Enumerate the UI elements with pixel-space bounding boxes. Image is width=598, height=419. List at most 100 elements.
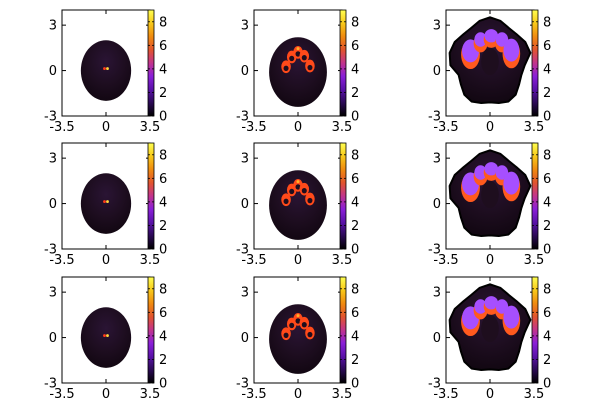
colorbar-tick-label: 8	[543, 282, 551, 297]
y-tick-label: -3	[44, 110, 57, 125]
x-tick-label: 0	[294, 387, 302, 402]
x-tick-label: 3.5	[332, 253, 353, 268]
front-lobe-cap	[484, 162, 499, 176]
core-spot	[296, 314, 300, 318]
colorbar-tick-label: 0	[159, 243, 167, 258]
colorbar-tick-label: 6	[159, 39, 167, 54]
front-lobe-core	[283, 332, 289, 339]
colorbar-tick-label: 0	[159, 377, 167, 392]
front-lobe-cap	[484, 296, 499, 310]
x-tick-label: -3.5	[49, 120, 74, 135]
x-tick-label: 0	[294, 120, 302, 135]
x-tick-label: -3.5	[433, 387, 458, 402]
core-spot	[103, 200, 106, 203]
front-lobe-core	[289, 188, 295, 195]
colorbar-tick-label: 4	[159, 329, 167, 344]
core-spot	[103, 334, 106, 337]
front-lobe-cap	[495, 32, 509, 47]
front-lobe-cap	[495, 299, 509, 314]
colorbar-tick-label: 4	[543, 329, 551, 344]
x-tick-label: 3.5	[140, 253, 161, 268]
colorbar-tick-label: 0	[543, 377, 551, 392]
x-tick-label: -3.5	[49, 253, 74, 268]
core-spot	[106, 334, 109, 337]
colorbar-tick-label: 8	[543, 15, 551, 30]
x-tick-label: -3.5	[433, 120, 458, 135]
colorbar-tick-label: 2	[159, 86, 167, 101]
colorbar-tick-label: 4	[159, 62, 167, 77]
x-tick-label: -3.5	[241, 253, 266, 268]
colorbar-tick-label: 2	[543, 86, 551, 101]
front-lobe-cap	[503, 38, 520, 62]
colorbar-tick-label: 8	[159, 282, 167, 297]
y-tick-label: -3	[236, 243, 249, 258]
y-tick-label: -3	[428, 377, 441, 392]
colorbar	[147, 9, 155, 117]
x-tick-label: -3.5	[49, 387, 74, 402]
colorbar	[147, 276, 155, 384]
colorbar-tick-label: 6	[351, 172, 359, 187]
front-lobe-core	[307, 331, 313, 338]
colorbar-tick-label: 8	[351, 15, 359, 30]
x-tick-label: 0	[486, 253, 494, 268]
y-tick-label: 3	[433, 286, 441, 301]
colorbar-tick-label: 6	[543, 172, 551, 187]
colorbar-tick-label: 0	[159, 110, 167, 125]
x-tick-label: 0	[294, 253, 302, 268]
y-tick-label: -3	[44, 243, 57, 258]
colorbar-tick-label: 4	[351, 195, 359, 210]
colorbar	[531, 142, 539, 250]
colorbar-tick-label: 2	[159, 219, 167, 234]
y-tick-label: 0	[49, 64, 57, 79]
y-tick-label: 3	[49, 286, 57, 301]
front-lobe-core	[289, 322, 295, 329]
front-lobe-cap	[474, 299, 487, 314]
x-tick-label: 0	[486, 387, 494, 402]
y-tick-label: 3	[241, 152, 249, 167]
colorbar-tick-label: 0	[351, 110, 359, 125]
x-tick-label: -3.5	[241, 387, 266, 402]
core-void	[481, 47, 499, 76]
x-tick-label: 3.5	[524, 387, 545, 402]
y-tick-label: 0	[433, 331, 441, 346]
colorbar-tick-label: 6	[159, 306, 167, 321]
colorbar-tick-label: 4	[159, 195, 167, 210]
colorbar	[147, 142, 155, 250]
front-lobe-cap	[503, 305, 520, 329]
body-region	[269, 37, 327, 107]
y-tick-label: -3	[44, 377, 57, 392]
colorbar-tick-label: 6	[159, 172, 167, 187]
colorbar-tick-label: 0	[351, 377, 359, 392]
front-lobe-cap	[503, 171, 520, 195]
colorbar-tick-label: 6	[543, 306, 551, 321]
y-tick-label: 3	[433, 19, 441, 34]
y-tick-label: 3	[433, 152, 441, 167]
colorbar	[531, 9, 539, 117]
colorbar-tick-label: 6	[543, 39, 551, 54]
front-lobe-core	[283, 198, 289, 205]
x-tick-label: 3.5	[140, 120, 161, 135]
body-region	[269, 304, 327, 374]
colorbar-tick-label: 4	[543, 195, 551, 210]
colorbar-tick-label: 8	[351, 148, 359, 163]
colorbar	[531, 276, 539, 384]
core-spot	[296, 47, 300, 51]
x-tick-label: -3.5	[433, 253, 458, 268]
y-tick-label: 0	[241, 64, 249, 79]
core-spot	[296, 180, 300, 184]
front-lobe-cap	[495, 165, 509, 180]
front-lobe-core	[289, 55, 295, 62]
y-tick-label: -3	[236, 110, 249, 125]
y-tick-label: -3	[428, 243, 441, 258]
front-lobe-cap	[484, 29, 499, 43]
x-tick-label: 0	[486, 120, 494, 135]
x-tick-label: 3.5	[332, 387, 353, 402]
colorbar-tick-label: 2	[351, 86, 359, 101]
y-tick-label: 3	[49, 152, 57, 167]
colorbar-tick-label: 2	[543, 353, 551, 368]
colorbar-tick-label: 4	[543, 62, 551, 77]
y-tick-label: 0	[433, 64, 441, 79]
